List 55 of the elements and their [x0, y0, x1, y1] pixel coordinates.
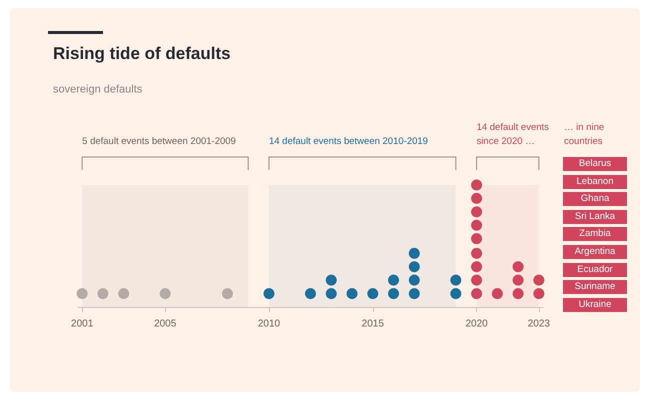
x-tick-label: 2023: [528, 318, 550, 330]
point: [408, 261, 420, 272]
point: [471, 180, 482, 190]
point: [408, 248, 420, 259]
point: [512, 274, 524, 286]
text: Ghana: [563, 192, 627, 206]
text: Belarus: [563, 157, 627, 171]
point: [76, 288, 88, 300]
point: [533, 288, 544, 300]
x-tick-label: 2001: [71, 318, 94, 330]
band-label: 14 default events since 2020 …: [476, 121, 550, 149]
text: Suriname: [563, 280, 627, 294]
point: [326, 288, 337, 300]
point: [408, 288, 420, 300]
x-tick-label: 2020: [465, 318, 488, 330]
point: [471, 233, 482, 244]
band-label: 5 default events between 2001-2009: [82, 135, 237, 149]
point: [533, 274, 544, 286]
point: [471, 220, 482, 231]
point: [512, 261, 524, 272]
point: [471, 274, 482, 286]
chart-title: Rising tide of defaults: [53, 44, 231, 63]
point: [97, 288, 108, 300]
text: Sri Lanka: [563, 210, 627, 224]
chart-subtitle: sovereign defaults: [53, 84, 143, 96]
point: [263, 288, 274, 300]
band-label: 14 default events between 2010-2019: [268, 135, 429, 149]
point: [450, 274, 462, 286]
text: Lebanon: [563, 174, 627, 189]
point: [388, 274, 400, 286]
text: … in nine countries: [564, 121, 606, 149]
point: [450, 288, 462, 300]
point: [222, 288, 233, 300]
point: [388, 288, 400, 300]
text: Argentina: [563, 245, 627, 259]
point: [326, 274, 337, 286]
point: [512, 288, 524, 300]
x-tick-label: 2010: [258, 318, 281, 330]
point: [408, 274, 420, 286]
point: [471, 192, 482, 204]
point: [492, 288, 503, 300]
x-tick-label: 2015: [362, 318, 384, 330]
text: Ecuador: [563, 262, 627, 277]
point: [471, 288, 482, 300]
point: [367, 288, 378, 300]
x-tick-label: 2005: [154, 318, 177, 330]
point: [346, 288, 358, 300]
point: [471, 261, 482, 272]
point: [118, 288, 130, 300]
point: [471, 206, 482, 218]
text: Ukraine: [563, 298, 627, 312]
point: [160, 288, 171, 300]
text: Zambia: [563, 227, 627, 242]
point: [305, 288, 316, 300]
point: [471, 248, 482, 259]
